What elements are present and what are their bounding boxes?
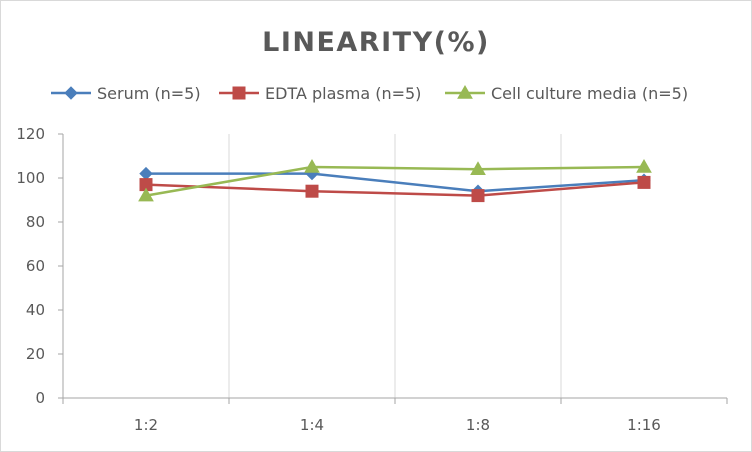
x-tick-label: 1:8 <box>466 416 490 434</box>
data-point <box>138 187 154 202</box>
series-layer <box>138 158 652 203</box>
series-2 <box>138 158 652 202</box>
legend-item-1: EDTA plasma (n=5) <box>219 84 421 103</box>
series-line <box>146 172 645 193</box>
legend-item-0: Serum (n=5) <box>51 84 201 103</box>
data-point <box>305 184 319 198</box>
y-tick-label: 40 <box>26 301 45 319</box>
legend-label: Serum (n=5) <box>97 84 201 103</box>
x-tick-label: 1:2 <box>134 416 158 434</box>
chart-title: LINEARITY(%) <box>262 27 490 58</box>
data-point <box>636 158 652 173</box>
data-point <box>637 175 651 189</box>
grid-lines <box>228 134 562 398</box>
legend-marker-diamond <box>64 86 78 100</box>
legend-marker-square <box>232 86 246 100</box>
legend-marker-triangle <box>457 84 473 99</box>
axes: 0 20 40 60 80 100 120 1:2 1:4 1:8 1:16 <box>16 125 728 434</box>
legend-label: Cell culture media (n=5) <box>491 84 688 103</box>
legend: Serum (n=5) EDTA plasma (n=5) Cell culture… <box>51 84 688 103</box>
y-tick-label: 20 <box>26 345 45 363</box>
y-tick-label: 120 <box>16 125 45 143</box>
y-tick-label: 60 <box>26 257 45 275</box>
y-tick-label: 100 <box>16 169 45 187</box>
data-point <box>470 161 486 175</box>
legend-item-2: Cell culture media (n=5) <box>445 84 688 103</box>
x-tick-label: 1:4 <box>300 416 324 434</box>
data-point <box>139 166 153 181</box>
legend-label: EDTA plasma (n=5) <box>265 84 421 103</box>
y-tick-label: 80 <box>26 213 45 231</box>
series-line <box>145 165 645 197</box>
x-tick-label: 1:16 <box>627 416 661 434</box>
series-line <box>145 181 645 197</box>
data-point <box>471 189 485 203</box>
data-point <box>304 158 320 173</box>
series-1 <box>139 175 651 203</box>
y-tick-label: 0 <box>35 389 45 407</box>
